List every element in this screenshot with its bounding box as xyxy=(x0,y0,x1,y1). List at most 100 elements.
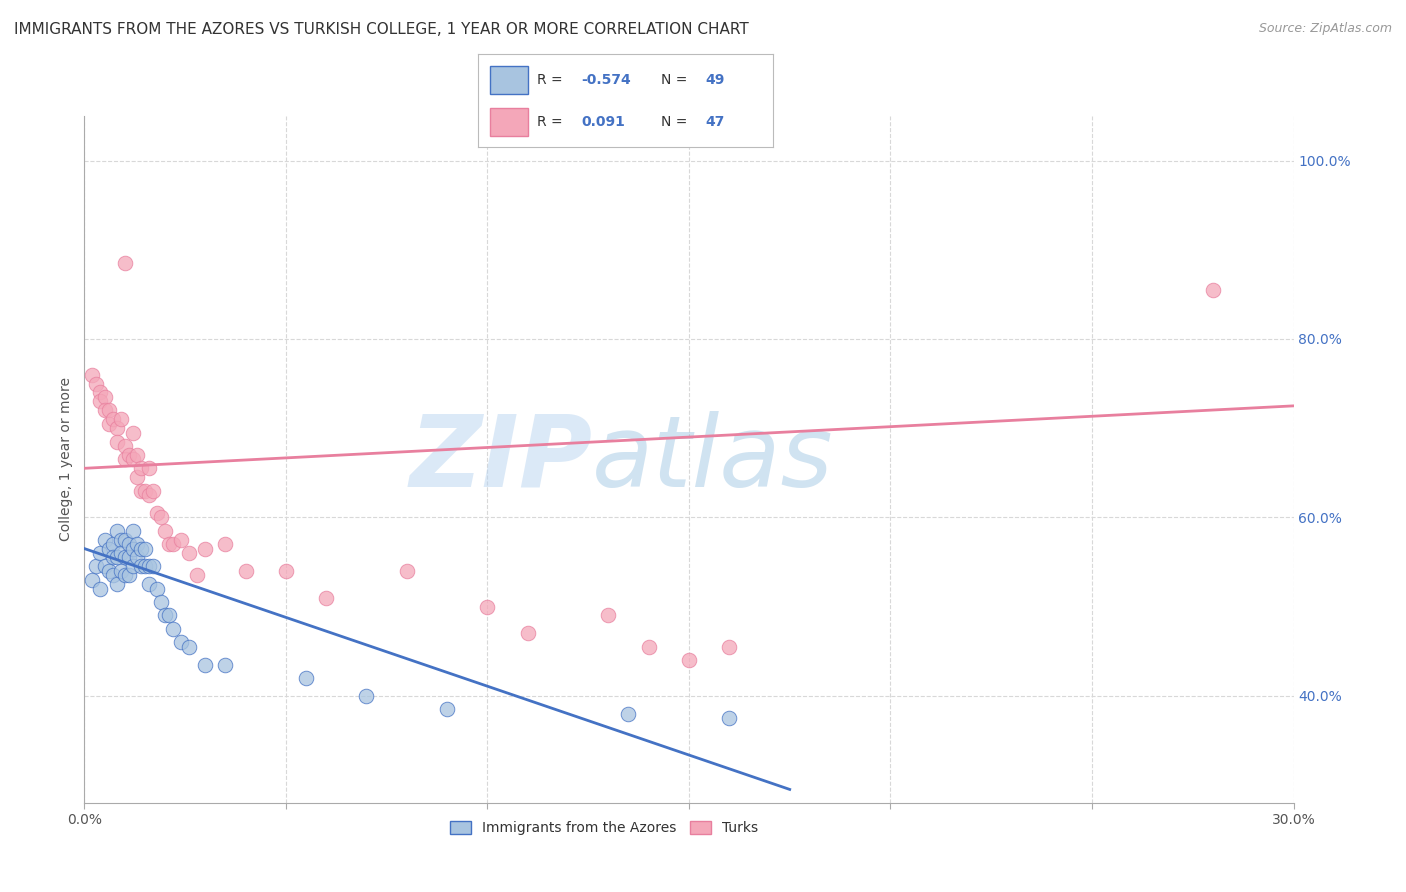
Point xyxy=(121,524,143,538)
Point xyxy=(110,546,132,560)
Point xyxy=(93,559,115,574)
Text: 47: 47 xyxy=(706,115,724,128)
Point xyxy=(162,537,184,551)
Point xyxy=(89,582,111,596)
Point xyxy=(89,394,111,409)
Point xyxy=(214,537,236,551)
Point xyxy=(118,568,141,582)
Point xyxy=(157,537,180,551)
Point xyxy=(274,564,297,578)
Point xyxy=(121,452,143,467)
Point xyxy=(153,524,176,538)
Point xyxy=(97,541,120,556)
Point xyxy=(97,417,120,431)
Point xyxy=(82,573,104,587)
Point xyxy=(678,653,700,667)
Point xyxy=(170,635,193,649)
Point xyxy=(101,537,124,551)
Point xyxy=(295,671,318,685)
Point xyxy=(179,546,201,560)
Point xyxy=(121,541,143,556)
Point xyxy=(436,702,458,716)
Point xyxy=(114,452,136,467)
Point xyxy=(598,608,620,623)
Text: N =: N = xyxy=(661,73,692,87)
Point xyxy=(101,568,124,582)
Point xyxy=(149,510,172,524)
Point xyxy=(89,385,111,400)
Text: atlas: atlas xyxy=(592,411,834,508)
Point xyxy=(1202,283,1225,297)
Text: Source: ZipAtlas.com: Source: ZipAtlas.com xyxy=(1258,22,1392,36)
Point xyxy=(718,711,741,725)
Point xyxy=(153,608,176,623)
Point xyxy=(125,448,148,462)
Point xyxy=(121,559,143,574)
Point xyxy=(129,461,152,475)
Point xyxy=(477,599,499,614)
Point xyxy=(101,412,124,426)
Point xyxy=(395,564,418,578)
Point xyxy=(356,689,378,703)
Point xyxy=(179,640,201,654)
Point xyxy=(114,550,136,565)
Text: IMMIGRANTS FROM THE AZORES VS TURKISH COLLEGE, 1 YEAR OR MORE CORRELATION CHART: IMMIGRANTS FROM THE AZORES VS TURKISH CO… xyxy=(14,22,749,37)
Point xyxy=(134,541,156,556)
Point xyxy=(146,582,169,596)
Point xyxy=(105,434,128,449)
Text: N =: N = xyxy=(661,115,692,128)
Point xyxy=(142,559,165,574)
Point xyxy=(105,550,128,565)
Point xyxy=(134,559,156,574)
Point xyxy=(142,483,165,498)
Point xyxy=(194,657,217,672)
Point xyxy=(86,376,108,391)
Point xyxy=(214,657,236,672)
Point xyxy=(157,608,180,623)
Point xyxy=(129,541,152,556)
Text: ZIP: ZIP xyxy=(409,411,592,508)
Point xyxy=(170,533,193,547)
Point xyxy=(315,591,337,605)
Point xyxy=(718,640,741,654)
Point xyxy=(118,448,141,462)
Point xyxy=(129,559,152,574)
FancyBboxPatch shape xyxy=(489,108,529,136)
Point xyxy=(194,541,217,556)
Point xyxy=(110,564,132,578)
Point xyxy=(235,564,257,578)
Point xyxy=(114,256,136,270)
Point xyxy=(86,559,108,574)
Text: 0.091: 0.091 xyxy=(582,115,626,128)
Point xyxy=(105,524,128,538)
Point xyxy=(162,622,184,636)
Point xyxy=(138,577,160,591)
Point xyxy=(138,461,160,475)
Point xyxy=(125,537,148,551)
Point xyxy=(138,488,160,502)
Legend: Immigrants from the Azores, Turks: Immigrants from the Azores, Turks xyxy=(444,815,763,840)
Point xyxy=(114,533,136,547)
Point xyxy=(110,412,132,426)
Point xyxy=(516,626,538,640)
Point xyxy=(105,421,128,435)
Point xyxy=(637,640,659,654)
Point xyxy=(105,577,128,591)
FancyBboxPatch shape xyxy=(489,66,529,94)
Text: -0.574: -0.574 xyxy=(582,73,631,87)
Y-axis label: College, 1 year or more: College, 1 year or more xyxy=(59,377,73,541)
Point xyxy=(134,483,156,498)
Point xyxy=(125,550,148,565)
Point xyxy=(82,368,104,382)
Point xyxy=(114,568,136,582)
Point xyxy=(97,564,120,578)
Point xyxy=(110,533,132,547)
Point xyxy=(118,537,141,551)
Text: R =: R = xyxy=(537,115,567,128)
Point xyxy=(129,483,152,498)
Point xyxy=(118,550,141,565)
Point xyxy=(114,439,136,453)
Point xyxy=(138,559,160,574)
Point xyxy=(93,390,115,404)
Text: 49: 49 xyxy=(706,73,724,87)
